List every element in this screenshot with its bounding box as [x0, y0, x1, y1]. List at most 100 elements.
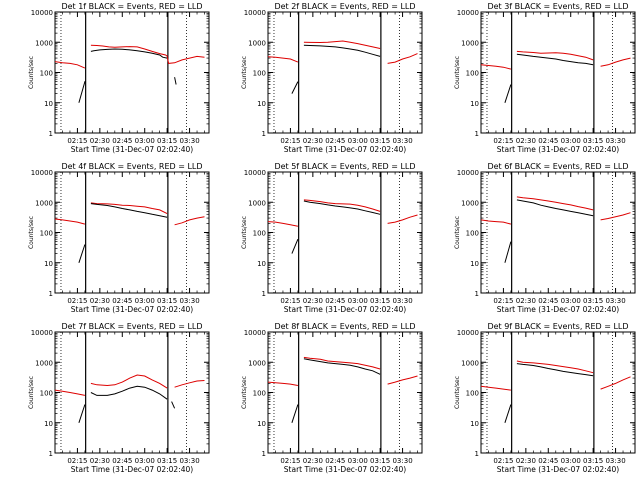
x-tick-label: 02:45 — [325, 297, 345, 305]
x-axis-label: Start Time (31-Dec-07 02:02:40) — [71, 145, 193, 154]
y-tick-label: 10000 — [457, 169, 479, 177]
y-tick-label: 100 — [40, 230, 53, 238]
y-axis-label: Counts/sec — [241, 56, 248, 89]
lld-series-line — [480, 360, 631, 391]
x-tick-label: 02:45 — [538, 457, 558, 465]
lld-series-line — [54, 44, 205, 69]
plot-frame — [480, 171, 636, 294]
chart-panel-9: Det 9f BLACK = Events, RED = LLD Counts/s… — [454, 322, 636, 474]
x-tick-label: 03:00 — [348, 457, 368, 465]
events-series-line — [291, 44, 381, 94]
y-axis-label: Counts/sec — [28, 376, 35, 409]
x-tick-label: 03:15 — [370, 457, 390, 465]
x-axis-label: Start Time (31-Dec-07 02:02:40) — [71, 465, 193, 474]
y-tick-label: 10000 — [457, 9, 479, 17]
y-tick-label: 1 — [475, 290, 479, 298]
plot-frame — [267, 331, 423, 454]
x-tick-label: 03:15 — [157, 137, 177, 145]
panel-title: Det 2f BLACK = Events, RED = LLD — [274, 2, 415, 11]
x-tick-label: 03:30 — [179, 457, 199, 465]
lld-series-line — [54, 202, 205, 226]
y-tick-label: 1000 — [461, 199, 479, 207]
x-tick-label: 03:30 — [605, 457, 625, 465]
y-tick-label: 100 — [466, 70, 479, 78]
y-tick-label: 100 — [253, 230, 266, 238]
plot-frame — [54, 171, 210, 294]
x-tick-label: 02:30 — [303, 137, 323, 145]
x-tick-label: 02:15 — [493, 297, 513, 305]
x-tick-label: 02:45 — [112, 457, 132, 465]
lld-series-line — [267, 356, 418, 386]
y-tick-label: 10000 — [31, 329, 53, 337]
x-tick-label: 02:15 — [493, 457, 513, 465]
y-tick-label: 1 — [262, 290, 266, 298]
y-tick-label: 100 — [40, 70, 53, 78]
x-tick-label: 03:30 — [179, 297, 199, 305]
y-tick-label: 10 — [257, 420, 266, 428]
x-tick-label: 02:45 — [325, 457, 345, 465]
panel-title: Det 6f BLACK = Events, RED = LLD — [487, 162, 628, 171]
x-tick-label: 02:30 — [516, 137, 536, 145]
x-tick-label: 03:00 — [348, 137, 368, 145]
plot-frame — [267, 11, 423, 134]
x-tick-label: 03:00 — [348, 297, 368, 305]
y-tick-label: 10000 — [31, 169, 53, 177]
y-tick-label: 1000 — [248, 359, 266, 367]
x-tick-label: 02:15 — [67, 297, 87, 305]
chart-panel-4: Det 4f BLACK = Events, RED = LLD Counts/s… — [28, 162, 210, 314]
y-tick-label: 1 — [262, 130, 266, 138]
plot-frame — [480, 331, 636, 454]
y-tick-label: 10000 — [244, 169, 266, 177]
y-tick-label: 100 — [466, 390, 479, 398]
y-tick-label: 10 — [44, 100, 53, 108]
x-tick-label: 02:30 — [90, 137, 110, 145]
panel-title: Det 1f BLACK = Events, RED = LLD — [61, 2, 202, 11]
events-series-line — [78, 48, 177, 103]
x-axis-label: Start Time (31-Dec-07 02:02:40) — [497, 145, 619, 154]
x-tick-label: 03:30 — [392, 297, 412, 305]
y-tick-label: 1000 — [248, 39, 266, 47]
y-tick-label: 1 — [475, 130, 479, 138]
y-tick-label: 1000 — [248, 199, 266, 207]
y-tick-label: 1000 — [35, 199, 53, 207]
y-tick-label: 1000 — [461, 359, 479, 367]
y-axis-label: Counts/sec — [454, 376, 461, 409]
plot-frame — [480, 11, 636, 134]
lld-series-line — [480, 50, 631, 70]
events-series-line — [78, 385, 176, 423]
panel-title: Det 3f BLACK = Events, RED = LLD — [487, 2, 628, 11]
x-tick-label: 02:45 — [112, 137, 132, 145]
y-tick-label: 10 — [44, 260, 53, 268]
y-axis-label: Counts/sec — [454, 216, 461, 249]
x-tick-label: 03:00 — [135, 137, 155, 145]
x-tick-label: 02:30 — [303, 457, 323, 465]
x-tick-label: 02:15 — [493, 137, 513, 145]
x-tick-label: 03:00 — [135, 457, 155, 465]
events-series-line — [505, 364, 601, 423]
y-tick-label: 1000 — [35, 39, 53, 47]
x-tick-label: 03:30 — [392, 137, 412, 145]
x-tick-label: 03:15 — [370, 137, 390, 145]
x-tick-label: 03:00 — [135, 297, 155, 305]
x-tick-label: 02:15 — [67, 457, 87, 465]
x-tick-label: 03:00 — [561, 137, 581, 145]
panel-title: Det 4f BLACK = Events, RED = LLD — [61, 162, 202, 171]
y-tick-label: 10 — [257, 100, 266, 108]
x-axis-label: Start Time (31-Dec-07 02:02:40) — [497, 305, 619, 314]
x-tick-label: 03:00 — [561, 457, 581, 465]
events-series-line — [79, 204, 175, 263]
x-tick-label: 02:45 — [325, 137, 345, 145]
panel-title: Det 5f BLACK = Events, RED = LLD — [274, 162, 415, 171]
x-tick-label: 03:15 — [583, 297, 603, 305]
x-tick-label: 02:30 — [90, 457, 110, 465]
x-axis-label: Start Time (31-Dec-07 02:02:40) — [71, 305, 193, 314]
x-tick-label: 03:15 — [583, 137, 603, 145]
x-axis-label: Start Time (31-Dec-07 02:02:40) — [497, 465, 619, 474]
panel-title: Det 7f BLACK = Events, RED = LLD — [61, 322, 202, 331]
y-tick-label: 10000 — [244, 9, 266, 17]
panel-title: Det 9f BLACK = Events, RED = LLD — [487, 322, 628, 331]
plot-frame — [267, 171, 423, 294]
y-axis-label: Counts/sec — [454, 56, 461, 89]
x-tick-label: 02:30 — [303, 297, 323, 305]
